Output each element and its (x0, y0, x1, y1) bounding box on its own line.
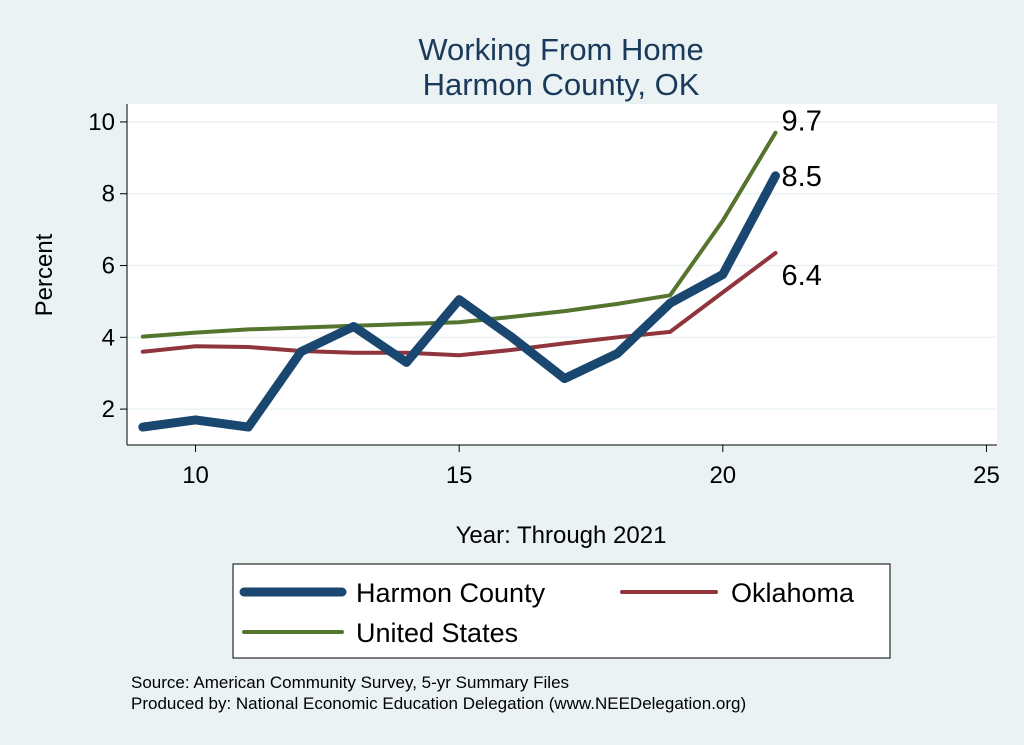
end-label-oklahoma: 6.4 (782, 260, 822, 292)
y-ticks: 2 4 6 8 10 (88, 109, 127, 423)
y-tick-label: 2 (102, 396, 115, 423)
legend: Harmon County Oklahoma United States (232, 563, 891, 659)
end-label-united-states: 9.7 (782, 106, 822, 138)
end-labels: 8.5 6.4 9.7 (782, 106, 822, 292)
grid-lines (127, 121, 997, 410)
legend-label-oklahoma: Oklahoma (731, 578, 855, 608)
series-line-oklahoma (140, 251, 778, 358)
x-tick-label: 15 (446, 462, 473, 489)
x-tick-label: 10 (182, 462, 209, 489)
producer-note: Produced by: National Economic Education… (131, 694, 746, 713)
x-tick-label: 25 (973, 462, 1000, 489)
series-lines (138, 130, 780, 432)
series-line-harmon-county (138, 171, 780, 432)
x-axis-title: Year: Through 2021 (456, 522, 667, 549)
end-label-harmon-county: 8.5 (782, 161, 822, 193)
source-note: Source: American Community Survey, 5-yr … (131, 673, 569, 692)
series-line-united-states (140, 130, 778, 339)
legend-label-harmon-county: Harmon County (356, 578, 546, 608)
legend-label-united-states: United States (356, 618, 518, 648)
axes (126, 104, 997, 446)
x-ticks: 10 15 20 25 (182, 445, 1000, 489)
y-tick-label: 4 (102, 324, 115, 351)
y-tick-label: 8 (102, 181, 115, 208)
y-tick-label: 10 (88, 109, 115, 136)
chart-title-line-2: Harmon County, OK (423, 67, 700, 102)
legend-box (232, 563, 891, 659)
x-tick-label: 20 (709, 462, 736, 489)
chart-title-line-1: Working From Home (418, 32, 703, 67)
plot-area (127, 104, 997, 445)
y-tick-label: 6 (102, 253, 115, 280)
y-axis-title: Percent (31, 233, 58, 316)
